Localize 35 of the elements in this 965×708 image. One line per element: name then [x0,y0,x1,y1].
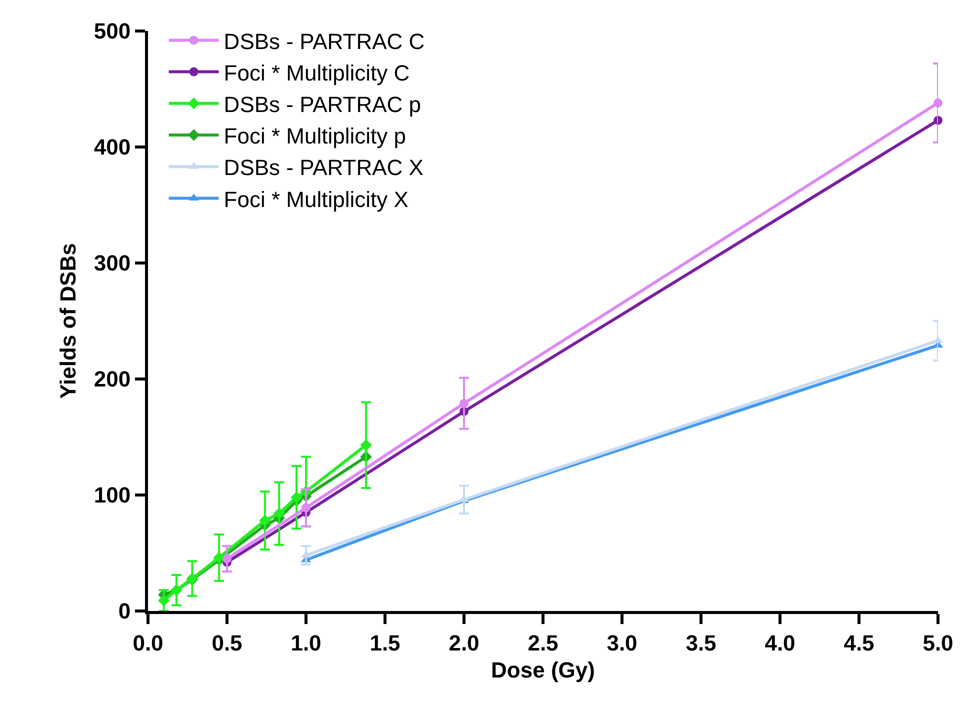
x-tick-label: 0.0 [132,630,164,656]
legend-label: DSBs - PARTRAC C [224,28,425,54]
x-tick-label: 4.5 [844,630,874,656]
point [302,503,310,512]
y-axis-title: Yields of DSBs [56,243,81,399]
x-axis-title: Dose (Gy) [491,657,595,682]
y-tick-label: 500 [94,18,131,44]
legend-label: Foci * Multiplicity C [224,60,410,86]
y-tick-label: 300 [94,250,131,276]
x-tick-label: 0.5 [212,630,242,656]
point [360,439,372,451]
y-tick-label: 100 [94,482,131,508]
point [222,554,232,564]
x-tick-label: 2.0 [448,630,480,656]
legend-label: Foci * Multiplicity p [224,124,406,149]
point [213,552,225,564]
y-tick-label: 200 [94,366,131,392]
x-tick-label: 5.0 [922,630,954,656]
x-tick-label: 3.0 [606,630,638,656]
x-tick-label: 3.5 [686,630,716,656]
legend-label: Foci * Multiplicity X [224,186,409,212]
point [460,398,468,408]
x-tick-label: 1.0 [290,630,322,656]
legend-label: DSBs - PARTRAC p [224,92,422,117]
legend-label: DSBs - PARTRAC X [224,155,424,180]
y-tick-label: 400 [94,134,131,160]
y-tick-label: 0 [118,598,131,624]
point [934,98,942,108]
x-tick-label: 2.5 [528,630,558,656]
point [273,508,285,520]
x-tick-label: 4.0 [764,630,796,656]
point [259,514,271,526]
x-tick-label: 1.5 [370,630,400,656]
point [290,491,302,504]
point [158,594,170,606]
